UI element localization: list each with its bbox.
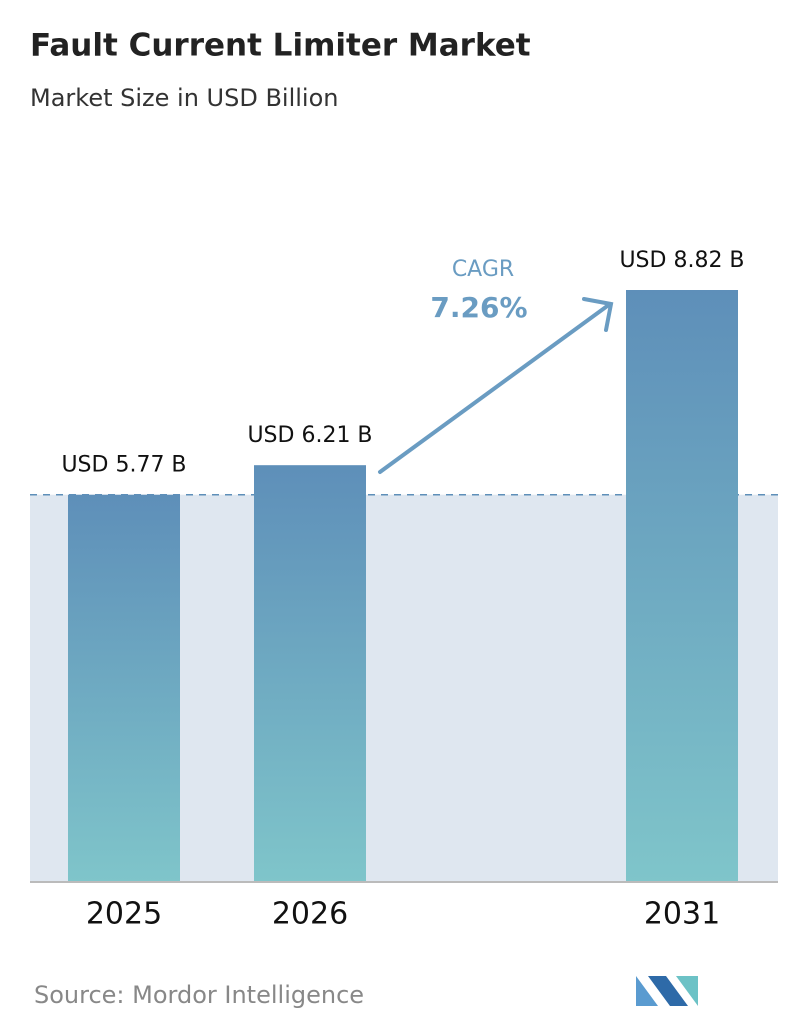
chart-title: Fault Current Limiter Market — [30, 28, 531, 64]
x-tick-label: 2025 — [86, 897, 162, 932]
plot-area: USD 5.77 B 2025 USD 6.21 B 2026 USD 8.82 B 20… — [30, 248, 780, 932]
cagr-arrow — [378, 297, 614, 474]
logo — [636, 976, 698, 1006]
value-label: USD 6.21 B — [247, 423, 372, 448]
cagr-value: 7.26% — [430, 291, 527, 324]
cagr-label: CAGR — [452, 257, 514, 282]
value-label: USD 8.82 B — [619, 248, 744, 273]
chart-subtitle: Market Size in USD Billion — [30, 84, 338, 112]
bar — [626, 290, 738, 882]
source: Source: Mordor Intelligence — [34, 981, 364, 1009]
x-tick-label: 2026 — [272, 897, 348, 932]
x-tick-label: 2031 — [644, 897, 720, 932]
bar — [254, 465, 366, 882]
bar — [68, 494, 180, 882]
value-label: USD 5.77 B — [61, 453, 186, 478]
